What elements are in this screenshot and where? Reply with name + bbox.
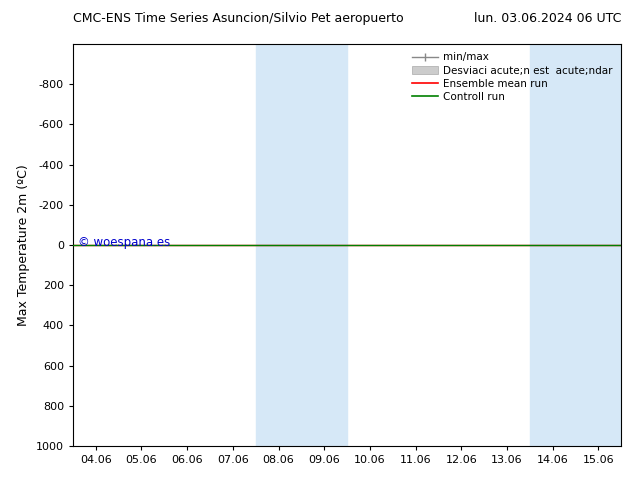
Text: lun. 03.06.2024 06 UTC: lun. 03.06.2024 06 UTC (474, 12, 621, 25)
Bar (256, 44, 347, 446)
Text: CMC-ENS Time Series Asuncion/Silvio Pet aeropuerto: CMC-ENS Time Series Asuncion/Silvio Pet … (73, 12, 403, 25)
Text: © woespana.es: © woespana.es (79, 237, 171, 249)
Bar (530, 44, 621, 446)
Y-axis label: Max Temperature 2m (ºC): Max Temperature 2m (ºC) (17, 164, 30, 326)
Legend: min/max, Desviaci acute;n est  acute;ndar, Ensemble mean run, Controll run: min/max, Desviaci acute;n est acute;ndar… (409, 49, 616, 105)
